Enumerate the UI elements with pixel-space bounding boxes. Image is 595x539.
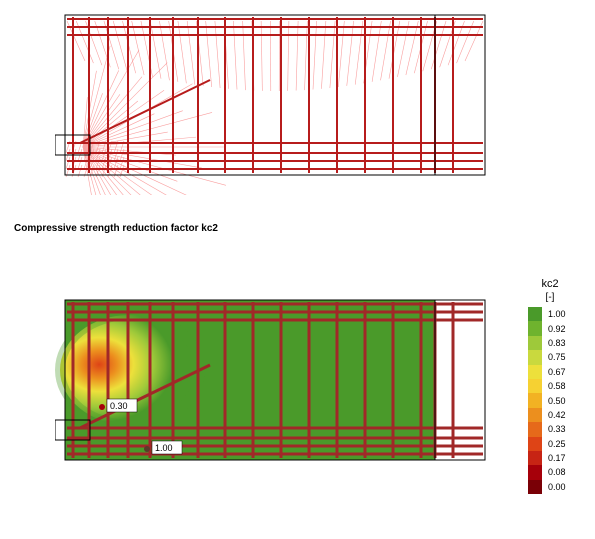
legend-value: 0.00: [548, 482, 572, 492]
legend-value: 0.50: [548, 396, 572, 406]
legend-row: 0.83: [528, 336, 572, 350]
legend-row: 0.50: [528, 393, 572, 407]
legend-value: 1.00: [548, 309, 572, 319]
legend-value: 0.17: [548, 453, 572, 463]
legend-swatch: [528, 437, 542, 451]
principal-stress-diagram: [55, 5, 495, 195]
color-legend: kc2 [-] 1.00 0.92 0.83 0.75 0.67 0.58 0.50 0.42…: [528, 278, 572, 494]
legend-swatch: [528, 379, 542, 393]
legend-row: 1.00: [528, 307, 572, 321]
legend-row: 0.08: [528, 465, 572, 479]
legend-value: 0.33: [548, 424, 572, 434]
legend-value: 0.83: [548, 338, 572, 348]
legend-row: 0.33: [528, 422, 572, 436]
legend-unit: [-]: [528, 292, 572, 303]
legend-swatch: [528, 422, 542, 436]
legend-swatch: [528, 451, 542, 465]
legend-row: 0.92: [528, 321, 572, 335]
legend-swatch: [528, 408, 542, 422]
kc2-contour-diagram: 0.30 1.00: [55, 290, 495, 480]
legend-swatch: [528, 350, 542, 364]
legend-value: 0.58: [548, 381, 572, 391]
value-callout: 1.00: [155, 443, 173, 453]
legend-row: 0.67: [528, 365, 572, 379]
legend-swatch: [528, 365, 542, 379]
legend-value: 0.67: [548, 367, 572, 377]
legend-swatch: [528, 480, 542, 494]
legend-swatch: [528, 336, 542, 350]
legend-row: 0.17: [528, 451, 572, 465]
legend-value: 0.25: [548, 439, 572, 449]
legend-swatch: [528, 307, 542, 321]
legend-row: 0.00: [528, 480, 572, 494]
legend-row: 0.75: [528, 350, 572, 364]
legend-row: 0.58: [528, 379, 572, 393]
section-title: Compressive strength reduction factor kc…: [14, 223, 218, 234]
legend-swatch: [528, 321, 542, 335]
value-callout: 0.30: [110, 401, 128, 411]
page: Compressive strength reduction factor kc…: [0, 0, 595, 539]
legend-swatch: [528, 393, 542, 407]
legend-row: 0.25: [528, 437, 572, 451]
legend-swatch: [528, 465, 542, 479]
legend-row: 0.42: [528, 408, 572, 422]
legend-title: kc2: [528, 278, 572, 290]
legend-value: 0.08: [548, 467, 572, 477]
legend-value: 0.92: [548, 324, 572, 334]
legend-value: 0.42: [548, 410, 572, 420]
legend-value: 0.75: [548, 352, 572, 362]
